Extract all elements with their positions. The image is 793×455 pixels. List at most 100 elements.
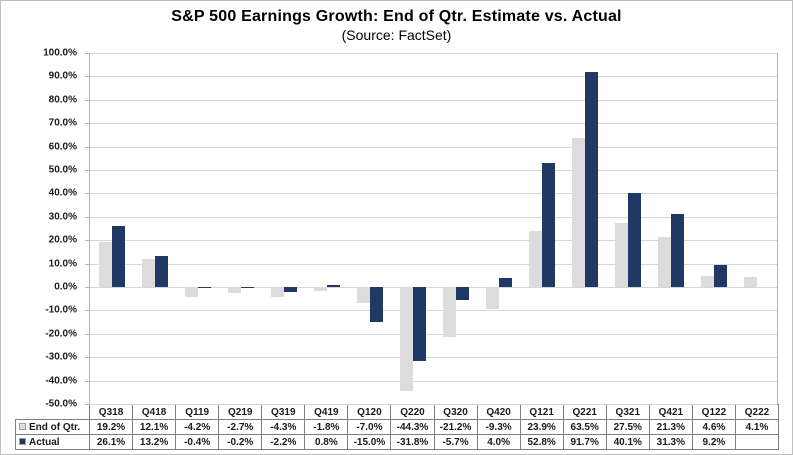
gridline bbox=[90, 357, 777, 358]
y-axis-tick-mark bbox=[85, 193, 90, 194]
value-cell: -21.2% bbox=[433, 419, 478, 435]
bar-actual-q418 bbox=[155, 256, 168, 287]
bar-actual-q220 bbox=[413, 287, 426, 361]
value-cell: -1.8% bbox=[304, 419, 349, 435]
gridline bbox=[90, 381, 777, 382]
category-header-q320: Q320 bbox=[433, 404, 478, 420]
value-cell: -44.3% bbox=[390, 419, 435, 435]
bar-end-of-qtr-q421 bbox=[658, 237, 671, 287]
bar-end-of-qtr-q420 bbox=[486, 287, 499, 309]
bar-actual-q120 bbox=[370, 287, 383, 322]
y-axis-tick-mark bbox=[85, 357, 90, 358]
y-axis-tick-mark bbox=[85, 170, 90, 171]
y-axis-tick-label: 20.0% bbox=[48, 234, 77, 246]
gridline bbox=[90, 287, 777, 288]
y-axis-tick-label: 100.0% bbox=[43, 47, 77, 59]
category-header-q321: Q321 bbox=[605, 404, 650, 420]
bar-end-of-qtr-q419 bbox=[314, 287, 327, 291]
value-cell: -31.8% bbox=[390, 434, 435, 450]
value-cell: 23.9% bbox=[519, 419, 564, 435]
value-cell: 9.2% bbox=[691, 434, 736, 450]
gridline bbox=[90, 264, 777, 265]
y-axis-tick-label: -30.0% bbox=[45, 351, 77, 363]
y-axis-tick-label: 40.0% bbox=[48, 187, 77, 199]
y-axis-tick-mark bbox=[85, 240, 90, 241]
y-axis: 100.0% 90.0% 80.0% 70.0% 60.0% 50.0% 40.0% 30.0… bbox=[1, 48, 83, 410]
gridline bbox=[90, 310, 777, 311]
y-axis-tick-mark bbox=[85, 381, 90, 382]
bar-end-of-qtr-q221 bbox=[572, 138, 585, 287]
gridline bbox=[90, 217, 777, 218]
gridline bbox=[90, 170, 777, 171]
value-cell: 4.0% bbox=[476, 434, 521, 450]
plot-area bbox=[85, 53, 778, 405]
value-cell: -0.2% bbox=[218, 434, 263, 450]
category-header-q221: Q221 bbox=[562, 404, 607, 420]
gridline bbox=[90, 334, 777, 335]
value-cell: 63.5% bbox=[562, 419, 607, 435]
y-axis-tick-mark bbox=[85, 287, 90, 288]
legend-label: Actual bbox=[29, 436, 60, 448]
value-cell: 19.2% bbox=[88, 419, 134, 435]
value-cell: -4.3% bbox=[261, 419, 306, 435]
value-cell: 0.8% bbox=[304, 434, 349, 450]
gridline bbox=[90, 404, 777, 405]
category-header-q220: Q220 bbox=[390, 404, 435, 420]
table-row: Actual 26.1% 13.2% -0.4% -0.2% -2.2% 0.8% -15.0… bbox=[15, 434, 780, 450]
y-axis-tick-mark bbox=[85, 123, 90, 124]
y-axis-tick-mark bbox=[85, 310, 90, 311]
bar-end-of-qtr-q319 bbox=[271, 287, 284, 297]
value-cell: 91.7% bbox=[562, 434, 607, 450]
bar-actual-q420 bbox=[499, 278, 512, 287]
bar-end-of-qtr-q418 bbox=[142, 259, 155, 287]
y-axis-tick-mark bbox=[85, 334, 90, 335]
y-axis-tick-mark bbox=[85, 404, 90, 405]
category-header-q122: Q122 bbox=[691, 404, 736, 420]
value-cell: -15.0% bbox=[347, 434, 392, 450]
table-row: End of Qtr. 19.2% 12.1% -4.2% -2.7% -4.3% -1.8… bbox=[15, 419, 780, 435]
legend-label: End of Qtr. bbox=[29, 421, 81, 433]
category-header-q319: Q319 bbox=[261, 404, 306, 420]
category-header-q421: Q421 bbox=[648, 404, 693, 420]
bar-actual-q318 bbox=[112, 226, 125, 287]
gridline bbox=[90, 193, 777, 194]
category-header-q219: Q219 bbox=[218, 404, 263, 420]
y-axis-tick-mark bbox=[85, 76, 90, 77]
bar-end-of-qtr-q122 bbox=[701, 276, 714, 287]
y-axis-tick-mark bbox=[85, 100, 90, 101]
bar-end-of-qtr-q318 bbox=[99, 242, 112, 287]
category-header-q418: Q418 bbox=[132, 404, 177, 420]
y-axis-tick-label: -50.0% bbox=[45, 398, 77, 410]
category-header-q318: Q318 bbox=[88, 404, 134, 420]
bar-end-of-qtr-q220 bbox=[400, 287, 413, 391]
gridline bbox=[90, 240, 777, 241]
bar-end-of-qtr-q120 bbox=[357, 287, 370, 303]
y-axis-tick-label: 90.0% bbox=[48, 70, 77, 82]
value-cell: 21.3% bbox=[648, 419, 693, 435]
category-header-q222: Q222 bbox=[734, 404, 780, 420]
category-header-q120: Q120 bbox=[347, 404, 392, 420]
y-axis-tick-label: 70.0% bbox=[48, 117, 77, 129]
y-axis-tick-mark bbox=[85, 147, 90, 148]
gridline bbox=[90, 53, 777, 54]
value-cell: 26.1% bbox=[88, 434, 134, 450]
bar-actual-q119 bbox=[198, 287, 211, 288]
value-cell: -0.4% bbox=[175, 434, 220, 450]
bar-actual-q419 bbox=[327, 285, 340, 287]
bar-actual-q320 bbox=[456, 287, 469, 300]
value-cell: -9.3% bbox=[476, 419, 521, 435]
y-axis-tick-mark bbox=[85, 217, 90, 218]
bar-actual-q221 bbox=[585, 72, 598, 287]
y-axis-tick-label: 50.0% bbox=[48, 164, 77, 176]
bar-end-of-qtr-q320 bbox=[443, 287, 456, 337]
legend-cell-end-of-qtr: End of Qtr. bbox=[15, 419, 90, 435]
value-cell: 13.2% bbox=[132, 434, 177, 450]
y-axis-tick-label: -40.0% bbox=[45, 375, 77, 387]
y-axis-tick-label: -20.0% bbox=[45, 328, 77, 340]
gridline bbox=[90, 76, 777, 77]
y-axis-tick-mark bbox=[85, 264, 90, 265]
chart-subtitle: (Source: FactSet) bbox=[341, 27, 452, 43]
chart-title: S&P 500 Earnings Growth: End of Qtr. Est… bbox=[171, 8, 622, 25]
category-header-q121: Q121 bbox=[519, 404, 564, 420]
